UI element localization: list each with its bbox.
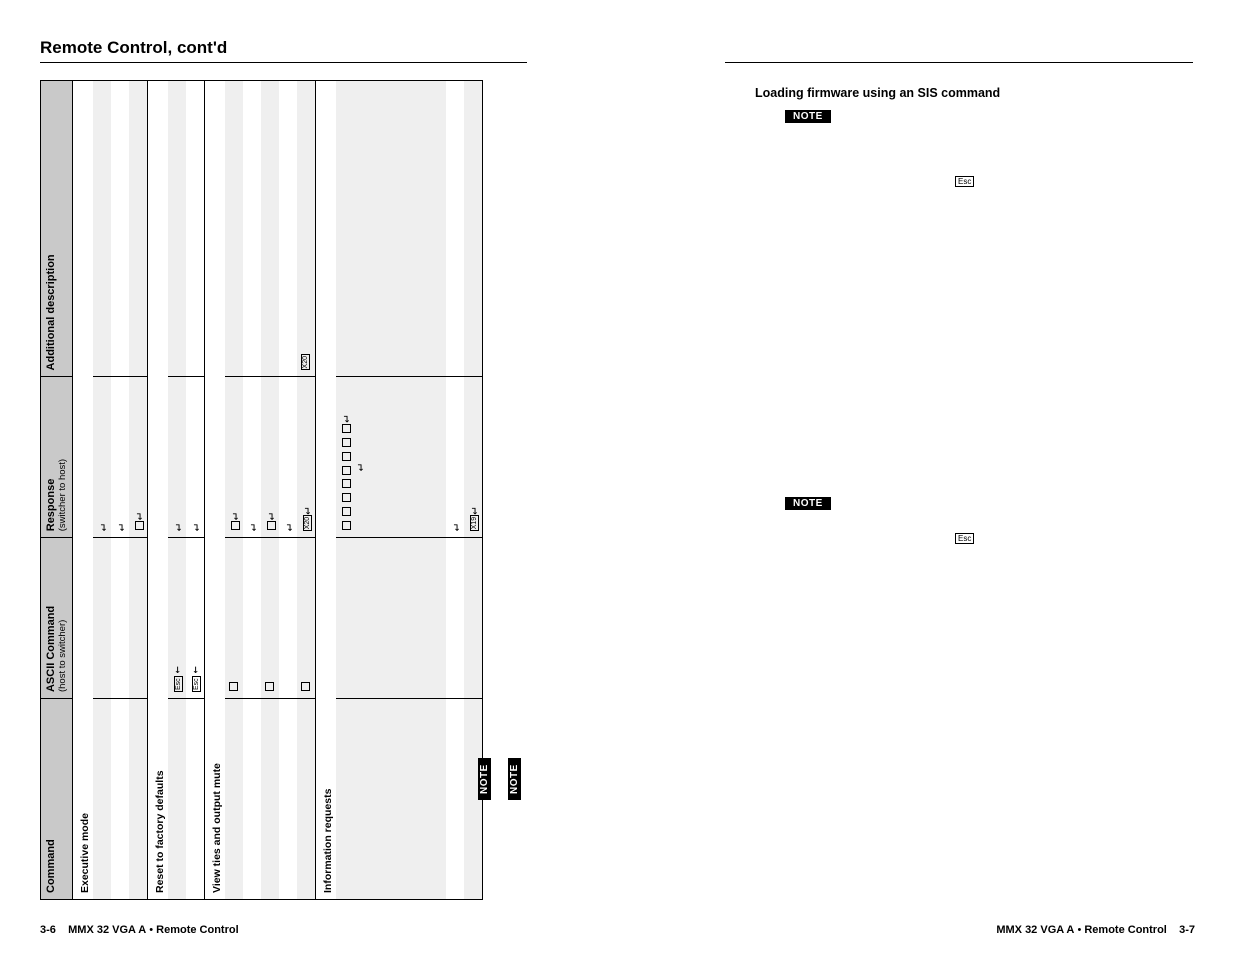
- cell-command: [129, 699, 148, 900]
- table-row: ↵: [225, 81, 243, 900]
- cell-response: ↵: [446, 377, 464, 538]
- title-rule-right: [725, 62, 1193, 63]
- cell-ascii: [336, 538, 446, 699]
- command-table: Command ASCII Command(host to switcher) …: [40, 80, 483, 900]
- cell-ascii: Esc ←: [186, 538, 205, 699]
- cell-ascii: [261, 538, 279, 699]
- cell-ascii: [93, 538, 111, 699]
- cell-ascii: [129, 538, 148, 699]
- cell-description: [129, 81, 148, 377]
- cell-response: X19↵: [464, 377, 483, 538]
- right-column: Loading firmware using an SIS command NO…: [755, 86, 1195, 544]
- esc-key-icon: Esc: [955, 533, 974, 544]
- cell-ascii: Esc ←: [168, 538, 186, 699]
- cell-ascii: [464, 538, 483, 699]
- footer-chapter: Remote Control: [1084, 924, 1167, 936]
- cell-response: ↵: [243, 377, 261, 538]
- col-command: Command: [41, 699, 73, 900]
- note-tag: NOTE: [785, 110, 831, 123]
- table-row: ↵: [446, 81, 464, 900]
- note-tag: NOTE: [785, 497, 831, 510]
- table-row: ↵: [243, 81, 261, 900]
- cell-response: ↵↵: [336, 377, 446, 538]
- cell-ascii: [243, 538, 261, 699]
- esc-key-icon: Esc: [955, 176, 974, 187]
- cell-description: [225, 81, 243, 377]
- cell-response: ↵: [186, 377, 205, 538]
- table-row: Esc ←↵: [186, 81, 205, 900]
- cell-response: ↵: [129, 377, 148, 538]
- cell-description: [243, 81, 261, 377]
- cell-description: [446, 81, 464, 377]
- cell-ascii: [225, 538, 243, 699]
- footer-bullet: •: [1077, 924, 1081, 936]
- col-ascii: ASCII Command(host to switcher): [41, 538, 73, 699]
- table-section-header: Reset to factory defaults: [148, 81, 169, 900]
- command-table-wrap: Command ASCII Command(host to switcher) …: [40, 80, 465, 900]
- cell-response: ↵: [279, 377, 297, 538]
- cell-ascii: [297, 538, 316, 699]
- cell-command: [93, 699, 111, 900]
- page-number: 3-6: [40, 924, 56, 936]
- cell-command: [261, 699, 279, 900]
- footer-bullet: •: [149, 924, 153, 936]
- table-row: ↵: [279, 81, 297, 900]
- footer-product: MMX 32 VGA A: [996, 924, 1074, 936]
- cell-command: [186, 699, 205, 900]
- table-section-header: View ties and output mute: [205, 81, 226, 900]
- cell-response: ↵: [168, 377, 186, 538]
- cell-ascii: [111, 538, 129, 699]
- cell-command: [111, 699, 129, 900]
- cell-description: [279, 81, 297, 377]
- cell-command: [297, 699, 316, 900]
- cell-response: ↵: [261, 377, 279, 538]
- cell-command: [225, 699, 243, 900]
- cell-command: [446, 699, 464, 900]
- table-row: Esc ←↵: [168, 81, 186, 900]
- cell-command: [168, 699, 186, 900]
- page-number: 3-7: [1179, 924, 1195, 936]
- cell-description: [261, 81, 279, 377]
- note-tag-vertical: NOTE: [478, 758, 491, 800]
- footer-chapter: Remote Control: [156, 924, 239, 936]
- cell-response: ↵: [111, 377, 129, 538]
- cell-description: X20: [297, 81, 316, 377]
- table-row: ↵: [261, 81, 279, 900]
- cell-command: [336, 699, 446, 900]
- footer-product: MMX 32 VGA A: [68, 924, 146, 936]
- cell-ascii: [279, 538, 297, 699]
- cell-response: ↵: [225, 377, 243, 538]
- note-tag-vertical: NOTE: [508, 758, 521, 800]
- cell-description: [336, 81, 446, 377]
- table-header-row: Command ASCII Command(host to switcher) …: [41, 81, 73, 900]
- col-response: Response(switcher to host): [41, 377, 73, 538]
- table-section-header: Executive mode: [73, 81, 94, 900]
- cell-description: [168, 81, 186, 377]
- cell-description: [186, 81, 205, 377]
- right-heading: Loading firmware using an SIS command: [755, 86, 1195, 100]
- cell-command: [243, 699, 261, 900]
- title-rule-left: [40, 62, 527, 63]
- cell-response: ↵: [93, 377, 111, 538]
- cell-description: [93, 81, 111, 377]
- cell-command: [279, 699, 297, 900]
- page-title: Remote Control, cont'd: [40, 38, 227, 58]
- footer-right: MMX 32 VGA A • Remote Control 3-7: [996, 924, 1195, 936]
- table-row: ↵: [93, 81, 111, 900]
- table-section-header: Information requests: [316, 81, 337, 900]
- cell-response: X20↵: [297, 377, 316, 538]
- table-row: X20↵X20: [297, 81, 316, 900]
- footer-left: 3-6 MMX 32 VGA A • Remote Control: [40, 924, 239, 936]
- table-row: ↵: [129, 81, 148, 900]
- table-row: ↵: [111, 81, 129, 900]
- col-description: Additional description: [41, 81, 73, 377]
- cell-description: [111, 81, 129, 377]
- table-row: ↵↵: [336, 81, 446, 900]
- cell-description: [464, 81, 483, 377]
- cell-ascii: [446, 538, 464, 699]
